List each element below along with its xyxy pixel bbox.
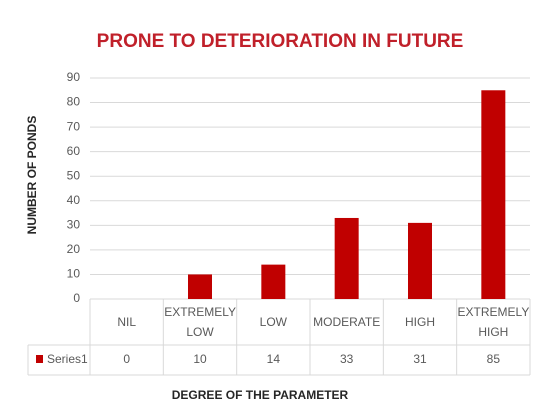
y-tick-label: 0	[73, 291, 80, 305]
x-tick-label: MODERATE	[313, 315, 381, 329]
y-tick-label: 50	[67, 168, 81, 182]
x-tick-label: LOW	[259, 315, 287, 329]
legend-label: Series1	[47, 352, 88, 366]
y-tick-label: 40	[67, 193, 81, 207]
table-value: 33	[340, 352, 354, 366]
y-tick-label: 80	[67, 95, 81, 109]
y-tick-label: 20	[67, 242, 81, 256]
chart-title: PRONE TO DETERIORATION IN FUTURE	[97, 31, 464, 52]
y-tick-label: 30	[67, 218, 81, 232]
bar	[408, 222, 432, 299]
table-value: 31	[413, 352, 427, 366]
x-axis-label: DEGREE OF THE PARAMETER	[172, 388, 349, 402]
y-axis-label: NUMBER OF PONDS	[25, 116, 39, 235]
y-tick-label: 90	[67, 70, 81, 84]
y-tick-label: 70	[67, 119, 81, 133]
x-tick-label: NIL	[117, 315, 136, 329]
x-tick-label: EXTREMELY LOW	[164, 305, 236, 339]
legend-swatch	[36, 355, 43, 363]
table-value: 0	[123, 352, 130, 366]
x-tick-label: HIGH	[404, 315, 435, 329]
y-tick-label: 60	[67, 144, 81, 158]
x-tick-label: EXTREMELY HIGH	[457, 305, 530, 339]
bar	[188, 274, 212, 299]
table-value: 10	[193, 352, 207, 366]
bar	[481, 90, 506, 300]
table-value: 14	[267, 352, 281, 366]
y-tick-label: 10	[67, 267, 81, 281]
bar	[261, 264, 286, 299]
bar	[334, 217, 359, 299]
table-value: 85	[487, 352, 501, 366]
